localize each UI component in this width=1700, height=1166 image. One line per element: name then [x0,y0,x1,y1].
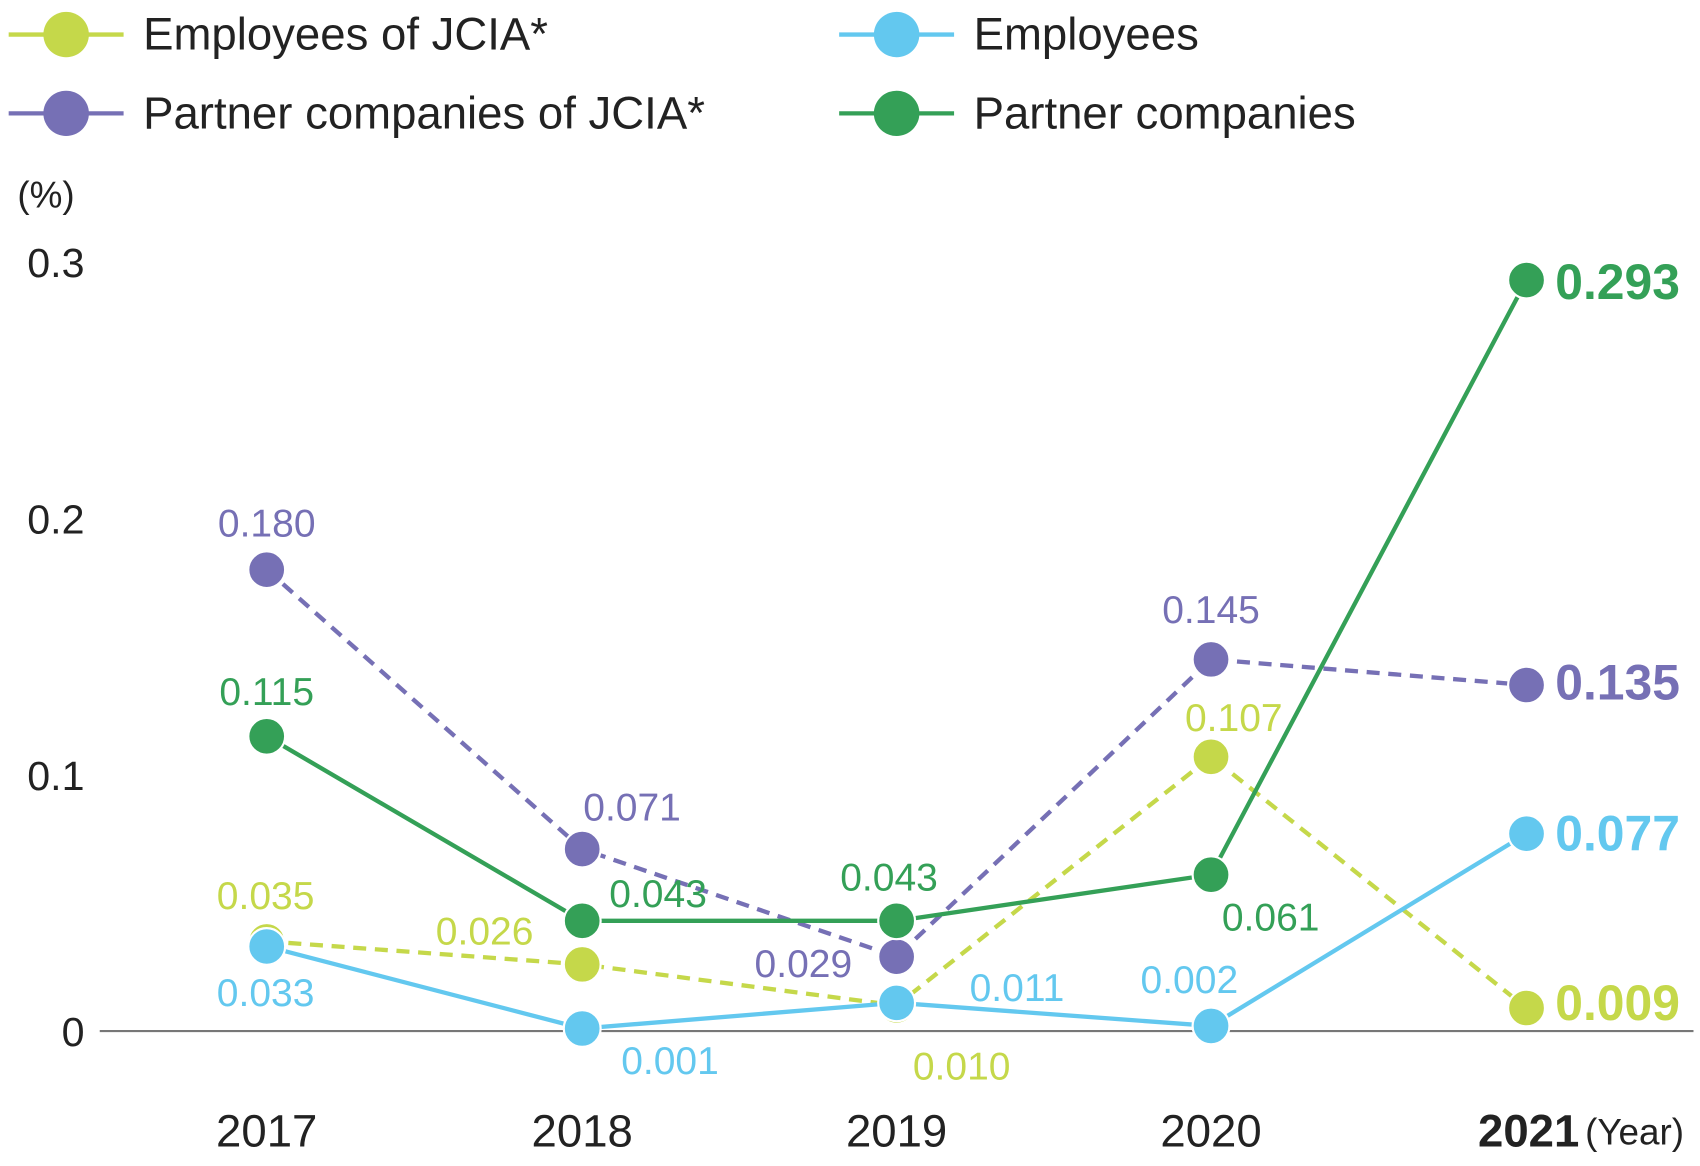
y-tick-label: 0 [62,1009,85,1055]
data-label: 0.033 [217,972,315,1015]
data-point [1191,1006,1231,1046]
legend-marker [873,90,920,137]
data-point [1507,988,1547,1028]
data-label: 0.011 [970,967,1065,1010]
data-label: 0.107 [1185,697,1283,740]
data-point [1507,814,1547,854]
x-tick-label: 2019 [846,1106,947,1157]
legend-marker [43,90,89,137]
legend-label: Partner companies of JCIA* [143,88,705,139]
data-label: 0.043 [840,857,938,900]
data-point [562,829,602,869]
data-label: 0.077 [1555,806,1680,862]
x-tick-label: 2018 [532,1106,633,1157]
data-point [1191,639,1231,679]
x-tick-label: 2020 [1160,1106,1261,1157]
x-axis-unit: (Year) [1585,1111,1684,1152]
data-label: 0.035 [217,875,315,918]
data-label: 0.002 [1141,959,1239,1002]
legend-label: Employees of JCIA* [143,9,548,60]
data-labels: 0.035 0.026 0.010 0.107 0.009 0.033 0.001 0.011… [217,254,1680,1088]
x-tick-label: 2021 [1478,1106,1579,1157]
data-point [1191,855,1231,895]
data-label: 0.293 [1555,254,1680,310]
data-point [247,716,287,756]
y-tick-label: 0.3 [27,240,84,286]
series-layer [247,260,1547,1048]
legend: Employees of JCIA* Employees Partner compa… [8,9,1356,139]
data-label: 0.043 [609,873,707,916]
data-label: 0.010 [913,1046,1011,1089]
x-tick-label: 2017 [216,1106,317,1157]
data-label: 0.061 [1222,897,1320,940]
data-point [1507,260,1547,300]
data-point [562,944,602,984]
series-line [265,279,1529,923]
data-label: 0.145 [1162,589,1260,632]
data-point [562,1009,602,1048]
data-point [247,927,287,966]
data-label: 0.009 [1555,975,1680,1031]
data-point [562,901,602,941]
legend-label: Employees [974,9,1199,60]
legend-marker [43,11,89,58]
data-point [1507,665,1547,705]
data-label: 0.001 [621,1040,719,1083]
data-point [877,983,917,1023]
data-point [877,937,917,977]
y-axis-unit: (%) [17,174,74,215]
y-tick-label: 0.2 [27,497,84,543]
y-tick-label: 0.1 [27,753,84,799]
data-point [247,550,287,590]
data-label: 0.026 [436,911,534,954]
data-label: 0.180 [218,503,316,546]
legend-label: Partner companies [974,88,1356,139]
data-label: 0.029 [755,943,853,986]
x-axis: 2017 2018 2019 2020 2021 (Year) [216,1106,1684,1157]
legend-marker [873,11,920,58]
data-label: 0.071 [583,787,681,830]
data-point [877,901,917,941]
data-point [1191,737,1231,777]
y-axis: 0 0.1 0.2 0.3 [27,240,84,1055]
data-label: 0.115 [219,671,314,714]
data-label: 0.135 [1555,655,1680,711]
